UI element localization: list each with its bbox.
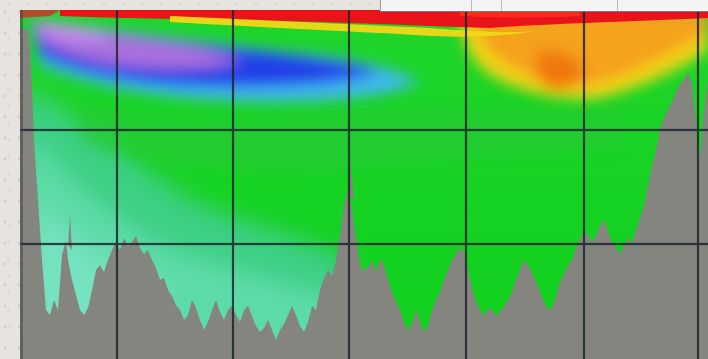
cold-tongue [30,20,420,102]
window-separator-3 [617,0,618,11]
overlapping-window-edge [380,0,708,12]
top-left-accent [20,10,60,18]
terrain-spike-a [68,215,72,250]
plot-left-border [20,10,23,359]
grid-lines [20,10,708,359]
section-plot [20,10,708,359]
terrain-profile [20,28,708,359]
window-separator-2 [501,0,502,11]
plot-canvas [20,10,708,359]
window-separator-1 [471,0,472,11]
